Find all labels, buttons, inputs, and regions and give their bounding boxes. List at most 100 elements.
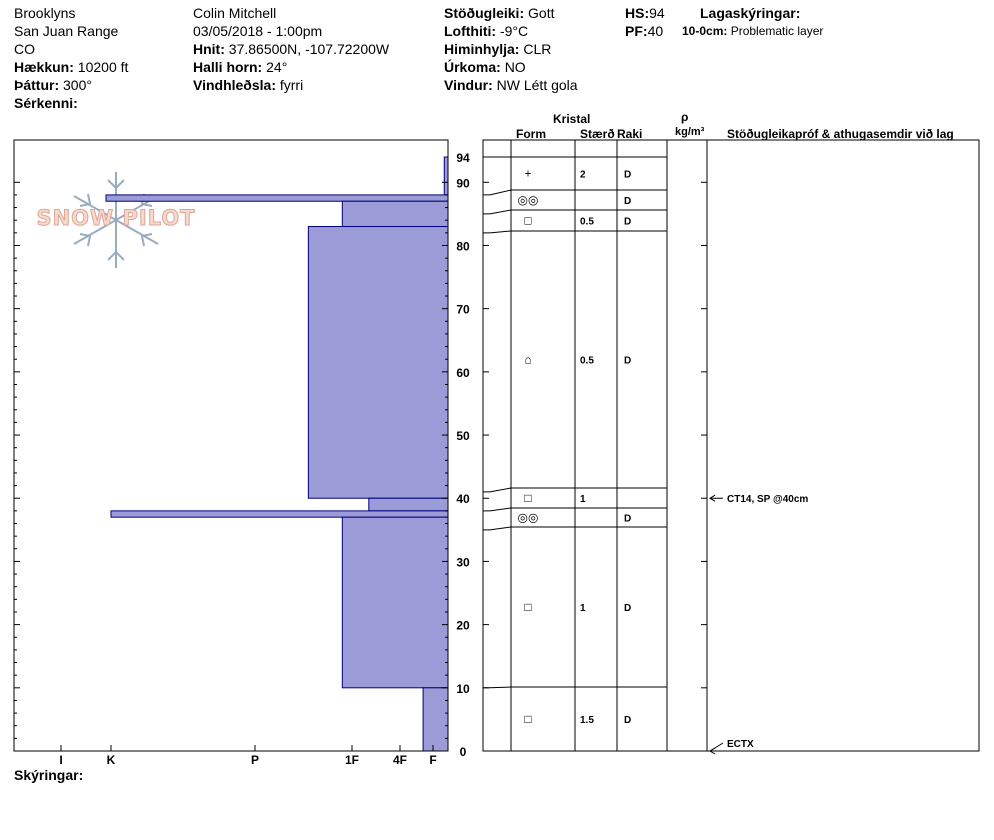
depth-label-0: 0: [460, 745, 467, 759]
layer-note-text: Problematic layer: [730, 24, 824, 38]
hardness-bar-0: [443, 156, 449, 196]
col-rho: ρ: [681, 110, 689, 124]
hardness-tick-label-P: P: [251, 753, 259, 767]
layer-moisture-6: D: [624, 603, 631, 614]
snowpilot-logo: SNOW PILOT: [36, 168, 196, 272]
stability-row: Stöðugleiki: Gott: [444, 4, 554, 22]
state-name: CO: [14, 41, 35, 57]
hardness-tick-label-K: K: [107, 753, 116, 767]
precip-label: Úrkoma:: [444, 59, 501, 75]
wind-row: Vindur: NW Létt gola: [444, 76, 578, 94]
test-text-1: ECTX: [727, 739, 754, 750]
layer-table-frame: [482, 139, 980, 752]
layer-size-7: 1.5: [580, 715, 594, 726]
pf-label: PF:: [625, 23, 648, 39]
aspect-value: 300°: [63, 77, 92, 93]
coords-label: Hnit:: [193, 41, 225, 57]
air-temp-label: Lofthiti:: [444, 23, 497, 39]
layer-form-2: □: [524, 214, 531, 228]
layer-form-6: □: [524, 600, 531, 614]
layer-size-0: 2: [580, 170, 586, 181]
table-connector-7: [483, 686, 512, 689]
hardness-tick-label-F: F: [429, 753, 436, 767]
layer-size-6: 1: [580, 603, 586, 614]
layer-moisture-3: D: [624, 356, 631, 367]
layer-note-range: 10-0cm:: [682, 24, 728, 38]
elevation-label: Hækkun:: [14, 59, 74, 75]
hardness-ticks: I K P 1F 4F F: [59, 745, 437, 767]
wind-label: Vindur:: [444, 77, 493, 93]
col-tests: Stöðugleikapróf & athugasemdir við lag: [727, 127, 954, 141]
test-arrow-0: [709, 494, 716, 502]
layer-form-7: □: [524, 712, 531, 726]
pf-value: 40: [647, 23, 664, 39]
layer-table: +2 D ◎◎ D □ 0.5 D ⌂ 0.5 D □ 1 ◎◎ D □ 1 D □ 1.5 D CT14, SP @4…: [483, 140, 808, 755]
hardness-bar-3: [307, 226, 449, 499]
coords-value: 37.86500N, -107.72200W: [228, 41, 390, 57]
test-arrow-1: [709, 747, 716, 755]
depth-label-90: 90: [456, 176, 470, 190]
layer-moisture-2: D: [624, 217, 631, 228]
features-label: Sérkenni:: [14, 95, 78, 111]
layer-size-2: 0.5: [580, 217, 594, 228]
layer-form-4: □: [524, 491, 531, 505]
wind-value: NW Létt gola: [496, 77, 578, 93]
elevation-value: 10200 ft: [77, 59, 129, 75]
hardness-bar-6: [341, 516, 449, 689]
layer-notes-label: Lagaskýringar:: [700, 5, 801, 21]
hardness-tick-label-4F: 4F: [393, 753, 407, 767]
hs-row: HS:94: [625, 4, 665, 22]
layer-size-4: 1: [580, 494, 586, 505]
elevation-row: Hækkun: 10200 ft: [14, 58, 128, 76]
col-moisture: Raki: [617, 127, 643, 141]
comments-label: Skýringar:: [14, 767, 84, 783]
hardness-tick-label-1F: 1F: [345, 753, 359, 767]
depth-ticks: 0 10 20 30 40 50 60 70 80 90 94: [14, 151, 470, 759]
stability-label: Stöðugleiki:: [444, 5, 525, 21]
sky-value: CLR: [523, 41, 552, 57]
layer-moisture-0: D: [624, 170, 631, 181]
air-temp-value: -9°C: [499, 23, 529, 39]
precip-row: Úrkoma: NO: [444, 58, 526, 76]
observation-datetime: 03/05/2018 - 1:00pm: [193, 23, 323, 39]
layer-moisture-5: D: [624, 514, 631, 525]
depth-label-40: 40: [456, 492, 470, 506]
col-density-unit: kg/m³: [675, 126, 705, 138]
hardness-bar-7: [422, 687, 449, 752]
depth-label-80: 80: [456, 239, 470, 253]
layer-moisture-1: D: [624, 196, 631, 207]
layer-note: 10-0cm: Problematic layer: [682, 22, 823, 40]
wind-loading-row: Vindhleðsla: fyrri: [193, 76, 303, 94]
hs-value: 94: [649, 5, 665, 21]
stability-value: Gott: [528, 5, 555, 21]
table-connector-2: [483, 209, 512, 215]
logo-text: SNOW PILOT: [36, 206, 196, 231]
layer-form-5: ◎◎: [518, 511, 539, 525]
slope-value: 24°: [266, 59, 288, 75]
depth-label-20: 20: [456, 619, 470, 633]
depth-label-50: 50: [456, 429, 470, 443]
table-connector-6: [483, 526, 512, 531]
coords-row: Hnit: 37.86500N, -107.72200W: [193, 40, 389, 58]
table-connector-1: [483, 189, 512, 196]
wind-loading-label: Vindhleðsla:: [193, 77, 276, 93]
depth-label-94: 94: [456, 151, 470, 165]
layer-moisture-7: D: [624, 715, 631, 726]
layer-size-3: 0.5: [580, 356, 594, 367]
wind-loading-value: fyrri: [279, 77, 304, 93]
location-name: Brooklyns: [14, 5, 76, 21]
hs-label: HS:: [625, 5, 650, 21]
table-connector-5: [483, 507, 512, 512]
hardness-bar-4: [368, 497, 449, 512]
air-temp-row: Lofthiti: -9°C: [444, 22, 528, 40]
aspect-row: Þáttur: 300°: [14, 76, 92, 94]
hardness-bars: [105, 156, 449, 752]
hardness-frame: [13, 139, 449, 752]
hardness-bar-1: [105, 194, 449, 202]
precip-value: NO: [504, 59, 526, 75]
sky-label: Himinhylja:: [444, 41, 520, 57]
hardness-bar-5: [110, 510, 449, 518]
test-text-0: CT14, SP @40cm: [727, 494, 808, 505]
observer-name: Colin Mitchell: [193, 5, 277, 21]
hardness-tick-label-I: I: [59, 753, 62, 767]
